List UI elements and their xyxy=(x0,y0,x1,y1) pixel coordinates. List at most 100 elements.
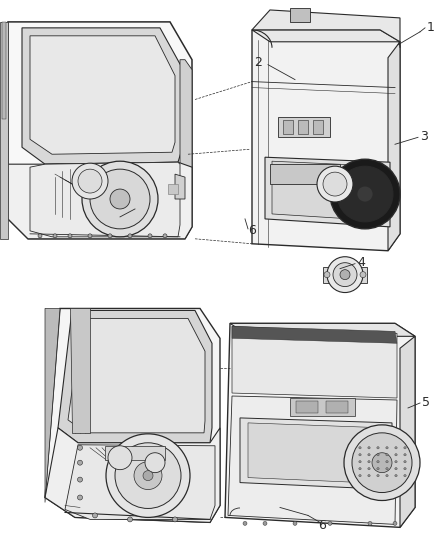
Circle shape xyxy=(38,234,42,238)
Polygon shape xyxy=(252,30,400,42)
Polygon shape xyxy=(283,120,293,134)
Polygon shape xyxy=(326,401,348,413)
Circle shape xyxy=(337,166,393,222)
Circle shape xyxy=(344,425,420,500)
Text: 6: 6 xyxy=(248,224,256,237)
Circle shape xyxy=(404,474,406,477)
Polygon shape xyxy=(22,28,182,164)
Polygon shape xyxy=(70,309,90,433)
Polygon shape xyxy=(248,423,385,483)
Text: 7: 7 xyxy=(104,213,112,225)
Circle shape xyxy=(386,461,388,463)
Circle shape xyxy=(404,467,406,470)
Circle shape xyxy=(108,446,132,470)
Polygon shape xyxy=(45,309,220,522)
Circle shape xyxy=(110,189,130,209)
Circle shape xyxy=(404,461,406,463)
Circle shape xyxy=(68,234,72,238)
Polygon shape xyxy=(228,396,397,524)
Polygon shape xyxy=(225,324,415,527)
Polygon shape xyxy=(230,324,415,336)
Circle shape xyxy=(317,166,353,202)
Circle shape xyxy=(357,186,373,202)
Polygon shape xyxy=(68,318,205,433)
Circle shape xyxy=(393,521,397,526)
Circle shape xyxy=(377,447,379,449)
Circle shape xyxy=(323,172,347,196)
Circle shape xyxy=(53,234,57,238)
Circle shape xyxy=(78,495,82,500)
Text: 6: 6 xyxy=(318,519,326,532)
Circle shape xyxy=(395,461,397,463)
Circle shape xyxy=(377,467,379,470)
Circle shape xyxy=(395,474,397,477)
Polygon shape xyxy=(232,326,397,398)
Polygon shape xyxy=(175,174,185,199)
Polygon shape xyxy=(168,184,178,194)
Polygon shape xyxy=(65,445,215,519)
Circle shape xyxy=(340,270,350,280)
Polygon shape xyxy=(252,10,400,42)
Circle shape xyxy=(163,234,167,238)
Circle shape xyxy=(368,467,370,470)
Polygon shape xyxy=(252,30,400,251)
Polygon shape xyxy=(296,401,318,413)
Circle shape xyxy=(127,517,133,522)
Polygon shape xyxy=(58,310,212,443)
Circle shape xyxy=(173,517,177,522)
Polygon shape xyxy=(388,42,400,251)
Circle shape xyxy=(90,169,150,229)
Circle shape xyxy=(327,257,363,293)
Circle shape xyxy=(386,474,388,477)
Polygon shape xyxy=(323,266,367,282)
Polygon shape xyxy=(105,446,165,459)
Circle shape xyxy=(128,234,132,238)
Polygon shape xyxy=(290,398,355,416)
Circle shape xyxy=(377,461,379,463)
Circle shape xyxy=(372,453,392,473)
Polygon shape xyxy=(8,162,192,239)
Circle shape xyxy=(330,159,400,229)
Polygon shape xyxy=(8,22,192,239)
Circle shape xyxy=(78,445,82,450)
Text: 1: 1 xyxy=(427,21,435,34)
Text: 5: 5 xyxy=(422,397,430,409)
Circle shape xyxy=(134,462,162,489)
Polygon shape xyxy=(0,22,8,239)
Circle shape xyxy=(359,467,361,470)
Circle shape xyxy=(106,434,190,518)
Circle shape xyxy=(359,454,361,456)
Polygon shape xyxy=(298,120,308,134)
Circle shape xyxy=(333,263,357,287)
Text: 3: 3 xyxy=(420,130,428,143)
Circle shape xyxy=(386,454,388,456)
Circle shape xyxy=(368,461,370,463)
Circle shape xyxy=(293,521,297,526)
Circle shape xyxy=(148,234,152,238)
Circle shape xyxy=(78,460,82,465)
Polygon shape xyxy=(290,8,310,22)
Polygon shape xyxy=(30,36,175,154)
Circle shape xyxy=(386,447,388,449)
Circle shape xyxy=(328,521,332,526)
Circle shape xyxy=(360,272,366,278)
Circle shape xyxy=(352,433,412,492)
Circle shape xyxy=(92,513,98,518)
Circle shape xyxy=(377,454,379,456)
Circle shape xyxy=(78,169,102,193)
Circle shape xyxy=(395,454,397,456)
Circle shape xyxy=(243,521,247,526)
Circle shape xyxy=(368,521,372,526)
Circle shape xyxy=(88,234,92,238)
Polygon shape xyxy=(313,120,323,134)
Polygon shape xyxy=(30,162,180,237)
Circle shape xyxy=(377,474,379,477)
Circle shape xyxy=(368,474,370,477)
Polygon shape xyxy=(180,60,192,209)
Circle shape xyxy=(368,447,370,449)
Polygon shape xyxy=(45,428,220,522)
Polygon shape xyxy=(240,418,392,489)
Text: 4: 4 xyxy=(357,256,365,269)
Circle shape xyxy=(359,461,361,463)
Circle shape xyxy=(359,447,361,449)
